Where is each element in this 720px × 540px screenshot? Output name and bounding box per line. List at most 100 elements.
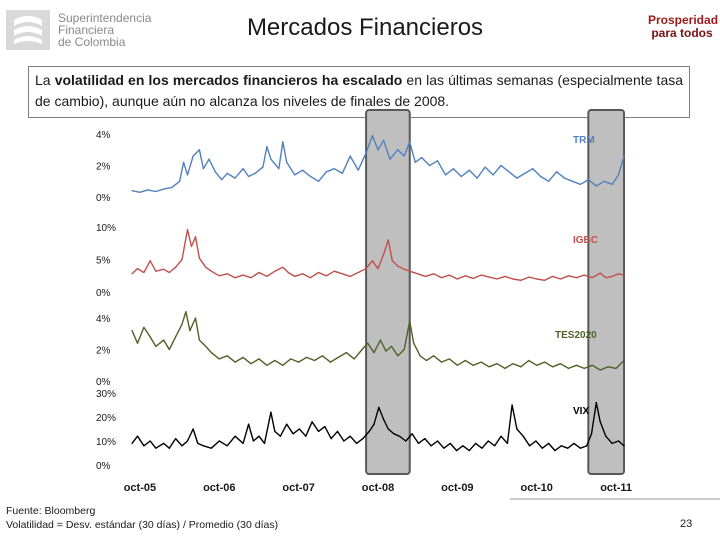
xtick-label-oct-07: oct-07 bbox=[282, 482, 314, 494]
data-point-tes2020-34 bbox=[367, 342, 369, 344]
data-point-vix-69 bbox=[554, 450, 556, 452]
panel-igbc: 0% 5% 10% IGBC bbox=[96, 223, 625, 299]
data-point-igbc-51 bbox=[480, 274, 482, 276]
data-point-trm-67 bbox=[603, 180, 605, 182]
data-point-vix-78 bbox=[605, 435, 607, 437]
data-point-vix-18 bbox=[248, 423, 250, 425]
data-point-vix-72 bbox=[573, 442, 575, 444]
data-point-trm-59 bbox=[540, 175, 542, 178]
data-point-igbc-48 bbox=[456, 278, 458, 280]
data-point-vix-14 bbox=[218, 440, 220, 442]
data-point-trm-40 bbox=[397, 149, 399, 151]
lead-text-part2: en las últimas semanas (especialmente ta… bbox=[35, 72, 684, 109]
data-point-igbc-65 bbox=[591, 277, 593, 279]
data-point-tes2020-12 bbox=[198, 339, 201, 341]
data-point-igbc-3 bbox=[149, 260, 151, 262]
data-point-trm-11 bbox=[202, 168, 204, 170]
data-point-trm-25 bbox=[286, 161, 288, 163]
lead-text-bold: volatilidad en los mercados financieros … bbox=[54, 72, 403, 88]
data-point-tes2020-1 bbox=[136, 342, 139, 344]
data-point-tes2020-39 bbox=[397, 355, 399, 357]
data-point-trm-58 bbox=[532, 168, 534, 170]
data-point-vix-26 bbox=[292, 433, 294, 435]
data-point-trm-35 bbox=[365, 152, 367, 154]
xtick-label-oct-10: oct-10 bbox=[521, 482, 553, 494]
data-point-igbc-34 bbox=[365, 268, 367, 270]
data-point-igbc-1 bbox=[136, 268, 139, 270]
data-point-trm-62 bbox=[563, 177, 566, 179]
ytick-label-trm-1: 2% bbox=[96, 162, 111, 173]
data-point-tes2020-68 bbox=[615, 367, 617, 369]
data-point-igbc-59 bbox=[544, 279, 546, 281]
data-point-igbc-0 bbox=[131, 273, 133, 275]
data-point-vix-75 bbox=[590, 433, 593, 435]
data-point-vix-3 bbox=[149, 440, 151, 442]
data-point-igbc-2 bbox=[143, 271, 145, 274]
data-point-igbc-70 bbox=[623, 274, 625, 276]
data-point-trm-9 bbox=[192, 155, 194, 157]
footer-notes: Fuente: Bloomberg Volatilidad = Desv. es… bbox=[6, 504, 278, 532]
data-point-vix-9 bbox=[186, 440, 189, 442]
data-point-igbc-67 bbox=[605, 277, 607, 279]
data-point-tes2020-66 bbox=[599, 369, 601, 371]
data-point-igbc-42 bbox=[409, 270, 411, 272]
data-point-igbc-40 bbox=[397, 265, 399, 267]
data-point-igbc-46 bbox=[440, 277, 443, 279]
data-point-vix-62 bbox=[511, 404, 513, 406]
data-point-trm-61 bbox=[555, 171, 558, 173]
data-point-trm-56 bbox=[516, 177, 518, 179]
data-point-vix-46 bbox=[411, 433, 413, 435]
data-point-tes2020-24 bbox=[290, 358, 292, 360]
data-point-vix-0 bbox=[131, 442, 133, 444]
data-point-igbc-58 bbox=[536, 278, 538, 280]
xtick-label-oct-05: oct-05 bbox=[124, 482, 156, 494]
data-point-vix-28 bbox=[305, 435, 307, 437]
data-point-trm-30 bbox=[325, 171, 328, 173]
data-point-tes2020-69 bbox=[623, 359, 625, 362]
data-point-igbc-33 bbox=[357, 271, 359, 274]
data-point-igbc-69 bbox=[617, 273, 620, 275]
data-point-vix-70 bbox=[560, 445, 562, 447]
data-point-vix-77 bbox=[599, 421, 601, 423]
highlight-band-oct-11 bbox=[587, 109, 626, 475]
data-point-vix-10 bbox=[192, 428, 194, 430]
data-point-tes2020-43 bbox=[419, 355, 421, 357]
logo-line-2: Financiera bbox=[58, 23, 115, 37]
xtick-label-oct-11: oct-11 bbox=[600, 482, 632, 494]
data-point-igbc-20 bbox=[258, 271, 260, 274]
data-point-tes2020-30 bbox=[337, 356, 339, 358]
data-point-tes2020-40 bbox=[403, 348, 405, 351]
data-point-tes2020-64 bbox=[583, 367, 585, 369]
data-point-trm-69 bbox=[617, 174, 620, 176]
data-point-tes2020-29 bbox=[329, 361, 331, 363]
data-point-tes2020-58 bbox=[536, 364, 538, 366]
data-point-vix-53 bbox=[455, 450, 458, 452]
data-point-vix-54 bbox=[462, 445, 464, 447]
ytick-label-igbc-1: 5% bbox=[96, 256, 111, 267]
data-point-trm-2 bbox=[147, 189, 149, 191]
series-line-vix bbox=[131, 401, 625, 452]
data-point-igbc-57 bbox=[528, 276, 530, 278]
data-point-igbc-28 bbox=[317, 271, 320, 274]
data-point-igbc-45 bbox=[432, 273, 435, 275]
footer-note: Volatilidad = Desv. estándar (30 días) /… bbox=[6, 519, 279, 531]
data-point-vix-36 bbox=[355, 442, 358, 444]
data-point-tes2020-26 bbox=[305, 356, 308, 358]
data-point-trm-68 bbox=[611, 183, 613, 185]
highlight-bands bbox=[365, 109, 626, 475]
data-point-igbc-30 bbox=[333, 270, 335, 272]
x-axis: oct-05 oct-06 oct-07 oct-08 oct-09 oct-10 oct-… bbox=[124, 482, 720, 500]
data-point-igbc-9 bbox=[186, 229, 189, 231]
data-point-vix-13 bbox=[210, 447, 212, 449]
data-point-trm-66 bbox=[595, 185, 597, 187]
data-point-trm-34 bbox=[357, 169, 359, 171]
superfinanciera-logo-text: Superintendencia Financiera de Colombia bbox=[58, 12, 151, 48]
data-point-trm-44 bbox=[421, 157, 423, 159]
data-point-trm-15 bbox=[226, 172, 228, 174]
series-label-vix: VIX bbox=[573, 406, 589, 417]
panel-tes2020: 0% 2% 4% TES2020 bbox=[96, 311, 625, 388]
data-point-vix-5 bbox=[163, 442, 165, 444]
data-point-tes2020-57 bbox=[528, 359, 530, 362]
data-point-vix-63 bbox=[516, 428, 518, 430]
data-point-vix-11 bbox=[197, 442, 199, 444]
